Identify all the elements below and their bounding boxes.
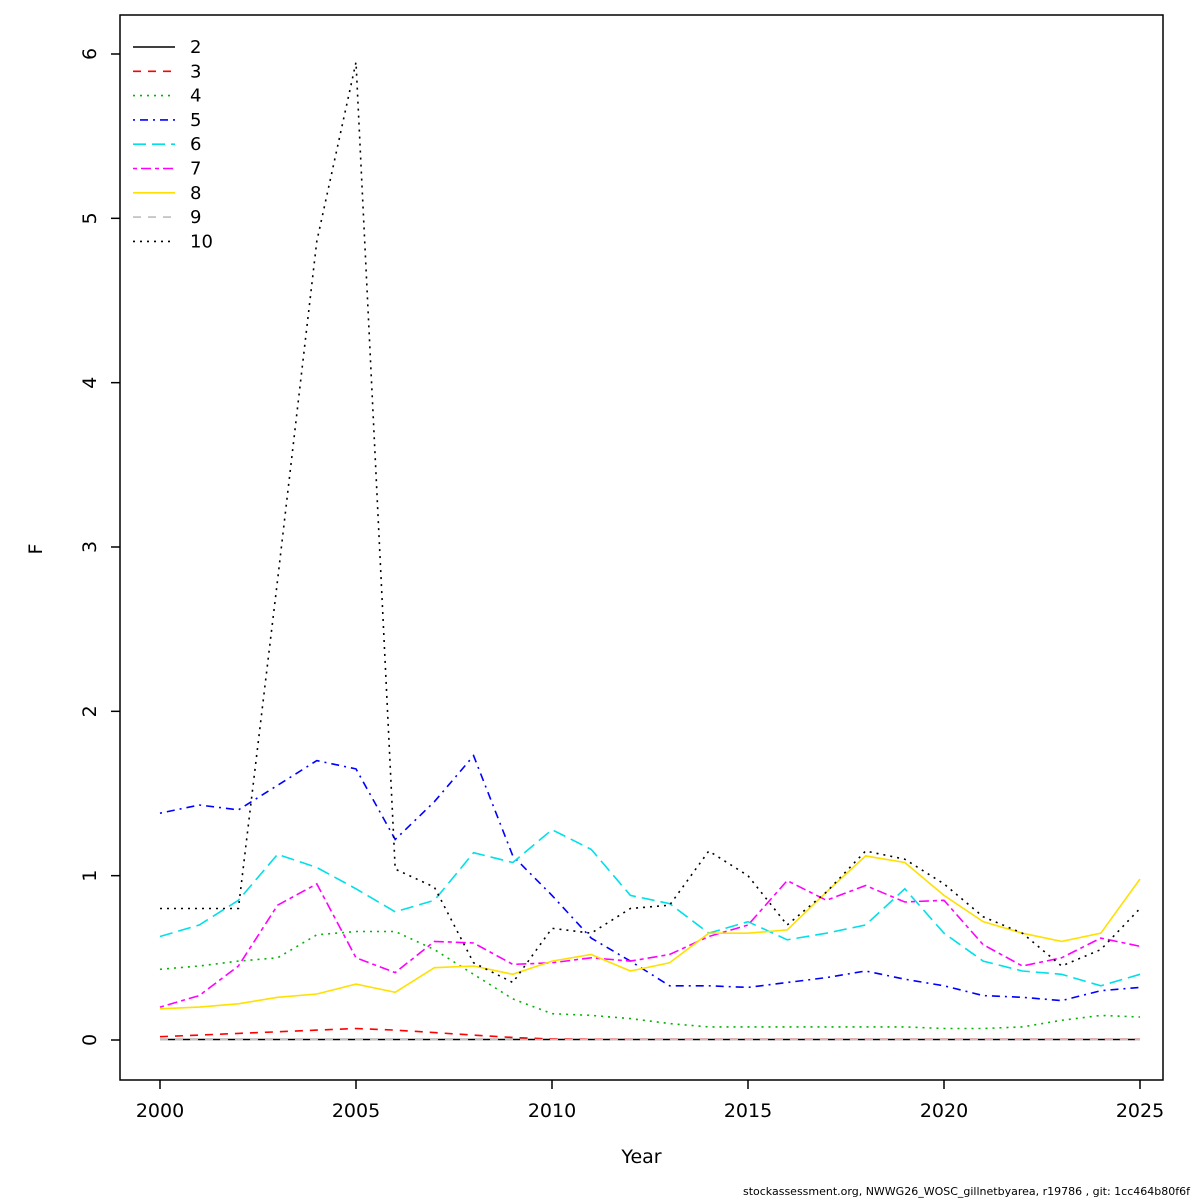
legend-label-3: 3 [190, 61, 201, 82]
series-line-6 [159, 828, 1141, 987]
x-axis-label: Year [621, 1146, 662, 1168]
y-tick-label: 6 [79, 48, 101, 60]
series-line-5 [159, 754, 1141, 1002]
series-line-3 [159, 1027, 1140, 1041]
x-tick-label: 2020 [920, 1100, 968, 1122]
legend-label-9: 9 [190, 207, 201, 228]
footer-caption: stockassessment.org, NWWG26_WOSC_gillnet… [742, 1185, 1190, 1198]
series-line-7 [159, 879, 1141, 1008]
legend-label-6: 6 [190, 134, 201, 155]
y-tick-label: 3 [79, 541, 101, 553]
series-line-4 [159, 930, 1141, 1030]
x-tick-label: 2015 [724, 1100, 772, 1122]
y-tick-label: 1 [79, 870, 101, 882]
x-tick-label: 2025 [1116, 1100, 1164, 1122]
plot-area-border [119, 14, 1164, 1081]
legend-label-4: 4 [190, 86, 201, 107]
legend-label-10: 10 [190, 231, 213, 252]
legend-label-8: 8 [190, 183, 201, 204]
series-line-8 [159, 855, 1141, 1010]
x-tick-label: 2000 [136, 1100, 184, 1122]
legend-label-7: 7 [190, 159, 201, 180]
y-tick-label: 5 [79, 212, 101, 224]
y-tick-label: 0 [79, 1034, 101, 1046]
y-axis-label: F [25, 543, 47, 555]
series-line-10 [160, 62, 1141, 984]
x-tick-label: 2005 [332, 1100, 380, 1122]
y-tick-label: 4 [79, 377, 101, 389]
y-tick-label: 2 [79, 705, 101, 717]
legend-label-2: 2 [190, 37, 201, 58]
legend-label-5: 5 [190, 110, 201, 131]
x-tick-label: 2010 [528, 1100, 576, 1122]
